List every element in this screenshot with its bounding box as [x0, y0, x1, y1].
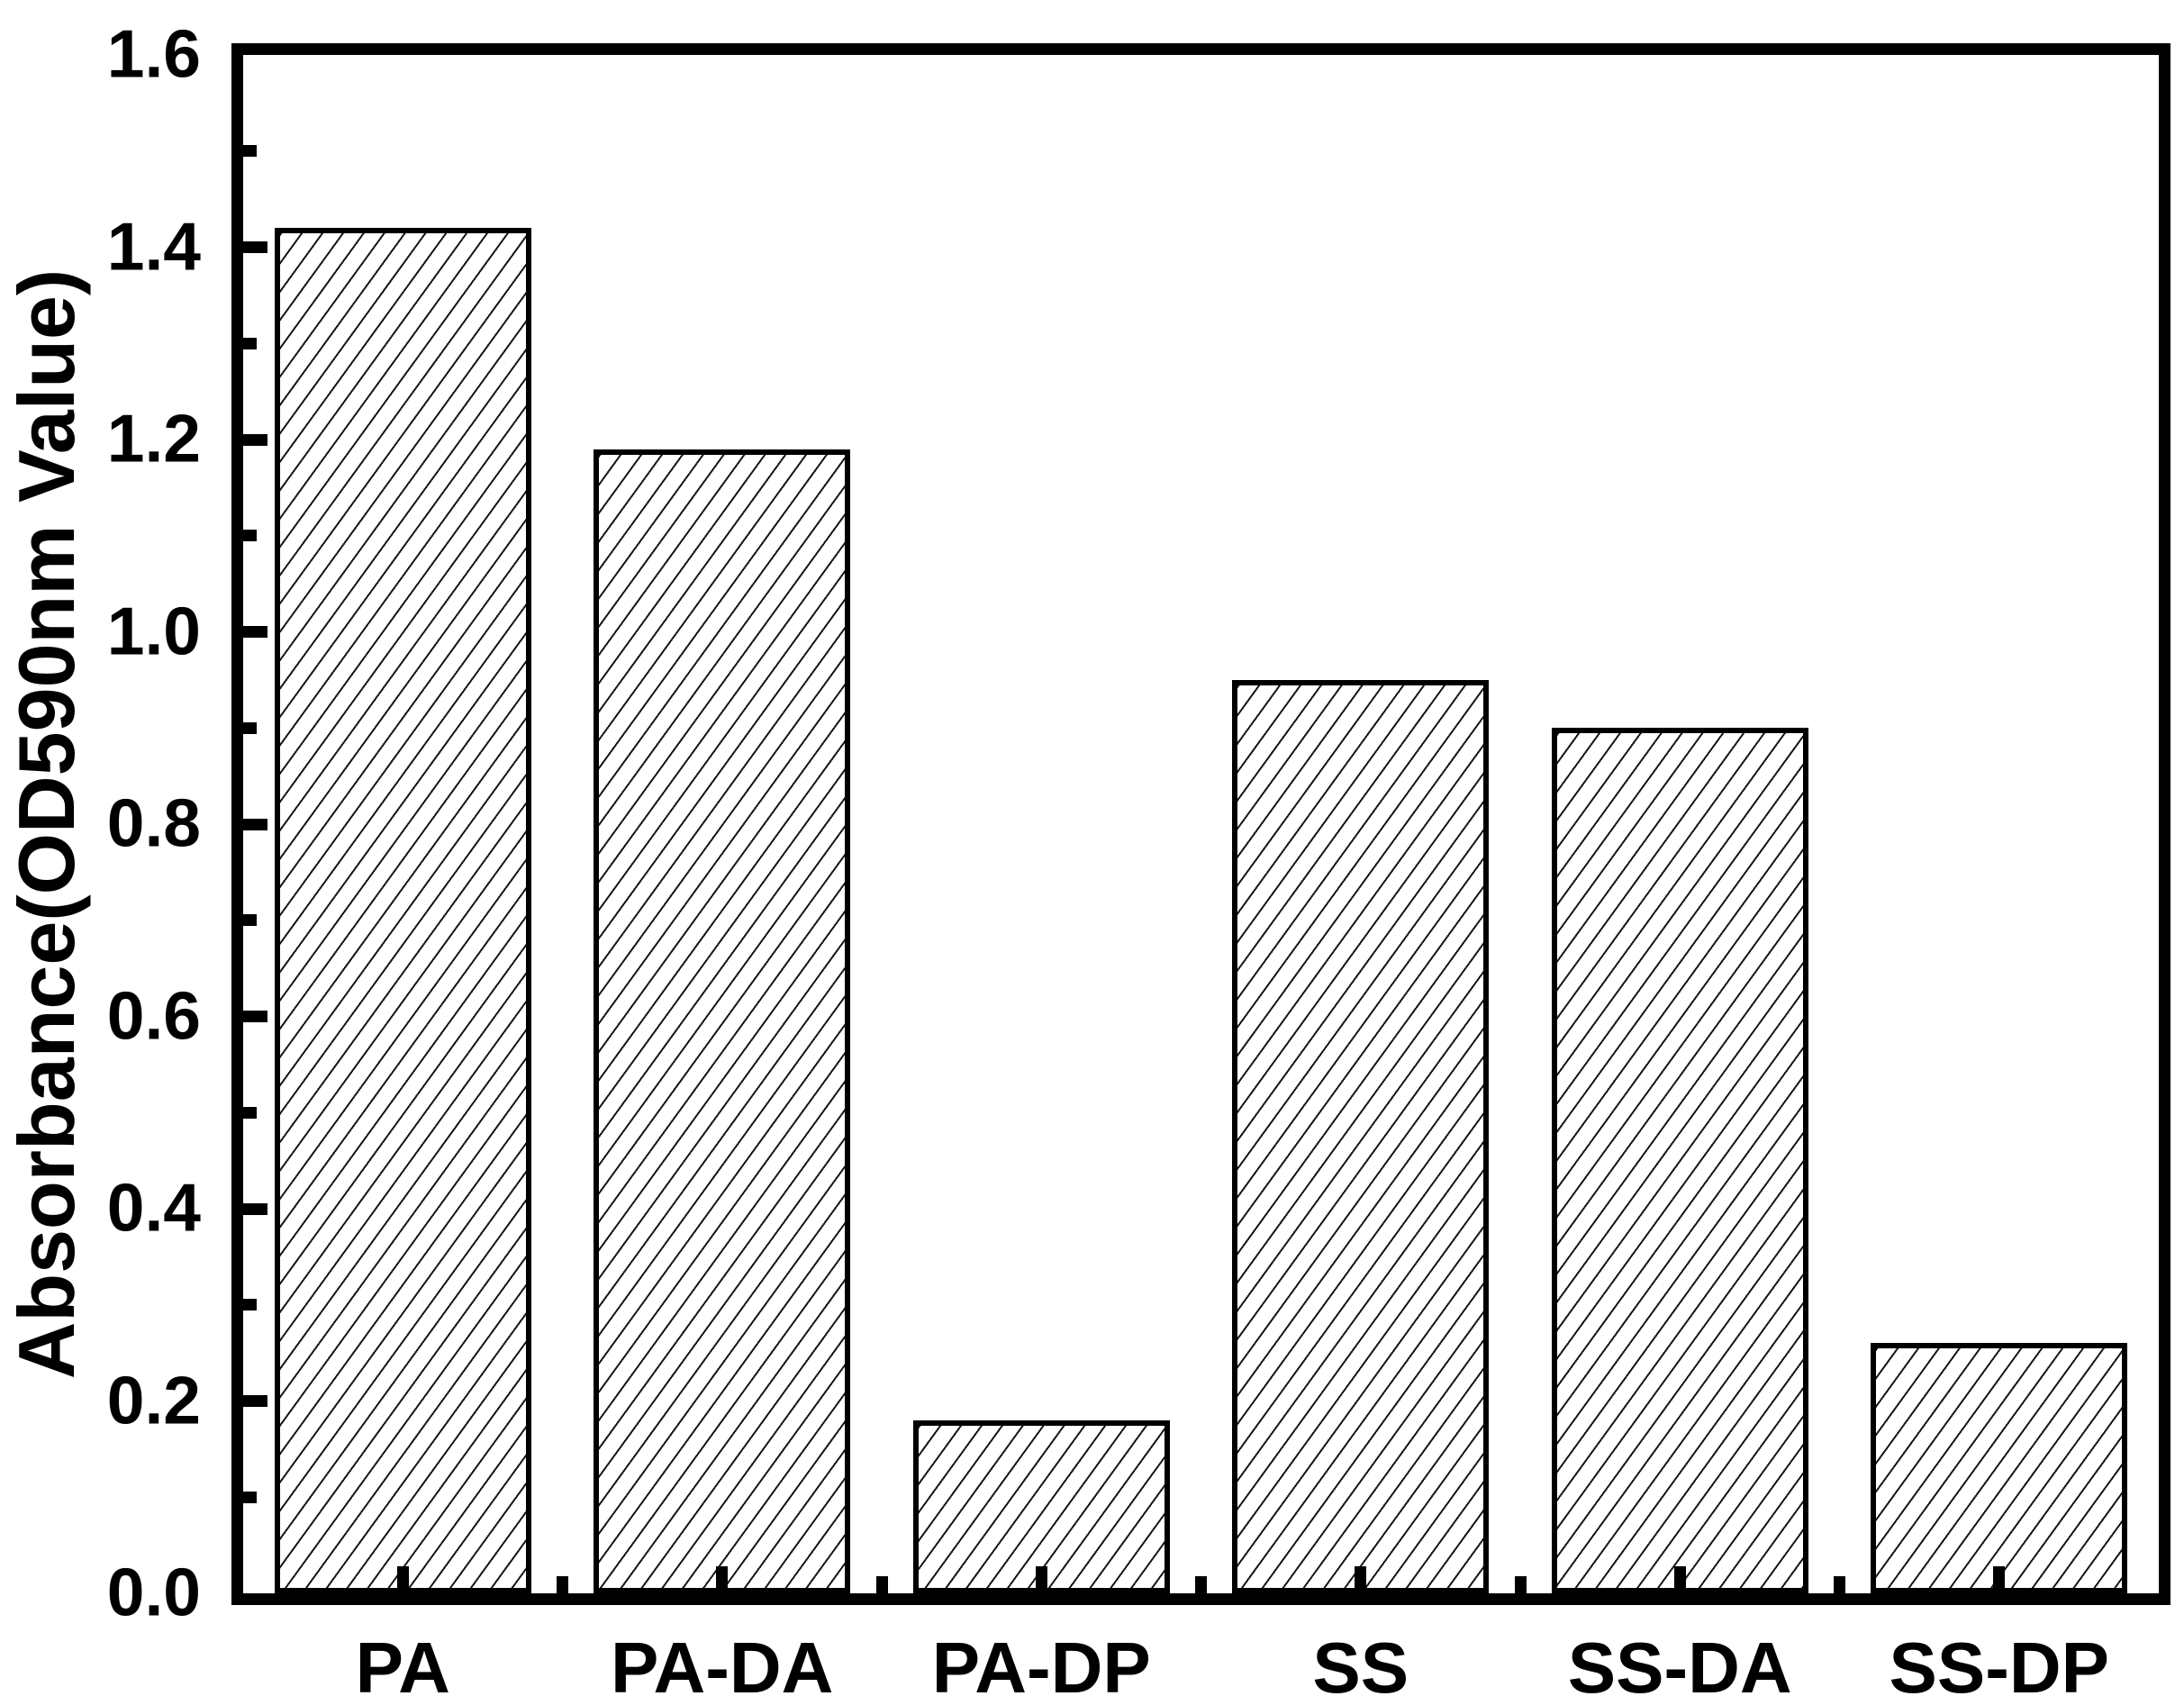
y-tick-label: 0.4: [106, 1169, 201, 1246]
y-tick-major: [243, 1395, 267, 1407]
y-tick-label: 1.4: [106, 207, 201, 284]
bar-pa-dp: [912, 1419, 1170, 1593]
bar-ss: [1232, 679, 1490, 1593]
y-tick-major: [243, 241, 267, 253]
x-tick-major: [396, 1566, 409, 1593]
y-tick-label: 1.0: [106, 592, 201, 668]
x-tick-major: [1673, 1566, 1686, 1593]
y-tick-label: 1.2: [106, 400, 201, 476]
y-tick-label: 0.8: [106, 785, 201, 861]
plot-frame: [231, 43, 2170, 1605]
y-tick-label: 0.2: [106, 1361, 201, 1438]
x-category-label: PA-DP: [931, 1628, 1151, 1696]
y-tick-major: [243, 818, 267, 830]
x-tick-major: [1993, 1566, 2006, 1593]
x-tick-major: [1035, 1566, 1047, 1593]
y-tick-major: [243, 433, 267, 446]
y-tick-label: 1.6: [106, 15, 201, 92]
x-category-label: PA: [355, 1628, 450, 1696]
y-tick-label: 0.6: [106, 976, 201, 1053]
y-tick-label: 0.0: [106, 1554, 201, 1630]
x-category-label: SS: [1312, 1628, 1409, 1696]
y-tick-minor: [243, 337, 257, 349]
bar-pa-da: [594, 449, 851, 1593]
plot-area: [243, 55, 2159, 1593]
y-tick-minor: [243, 1491, 257, 1503]
x-tick-major: [716, 1566, 729, 1593]
x-tick-major: [1355, 1566, 1367, 1593]
x-tick-minor: [1514, 1576, 1527, 1593]
y-tick-major: [243, 626, 267, 638]
y-tick-minor: [243, 530, 257, 542]
bar-pa: [274, 228, 531, 1593]
y-tick-minor: [243, 914, 257, 927]
bar-ss-dp: [1871, 1343, 2128, 1593]
x-category-label: PA-DA: [611, 1628, 834, 1696]
y-tick-minor: [243, 1299, 257, 1311]
x-tick-minor: [557, 1576, 568, 1593]
y-tick-minor: [243, 1106, 257, 1119]
y-tick-minor: [243, 145, 257, 158]
x-tick-minor: [875, 1576, 888, 1593]
bar-ss-da: [1551, 728, 1808, 1593]
x-category-label: SS-DP: [1889, 1628, 2110, 1696]
y-tick-minor: [243, 721, 257, 734]
x-tick-minor: [1195, 1576, 1207, 1593]
y-axis-title: Absorbance(OD590nm Value): [2, 268, 91, 1380]
y-tick-major: [243, 1011, 267, 1022]
x-tick-minor: [1834, 1576, 1845, 1593]
x-category-label: SS-DA: [1567, 1628, 1792, 1696]
y-tick-major: [243, 1202, 267, 1215]
